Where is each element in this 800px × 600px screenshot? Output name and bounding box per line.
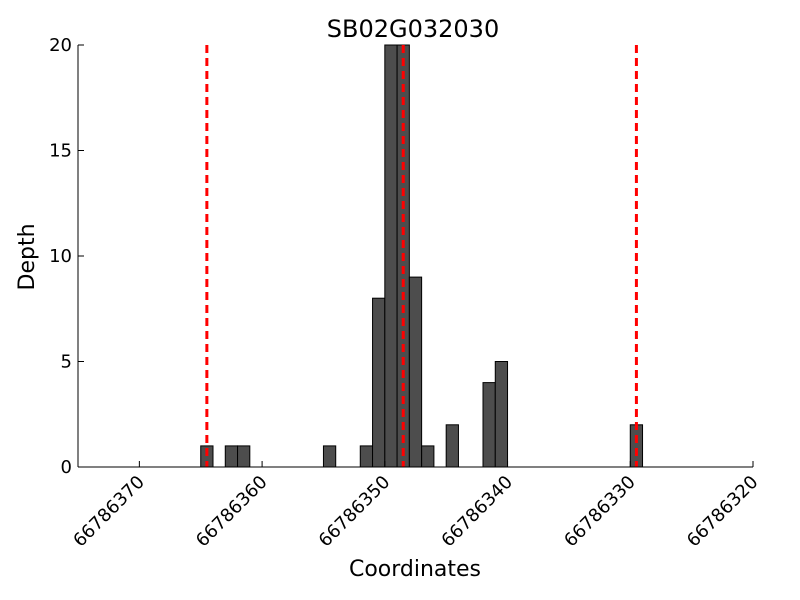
bar-12 xyxy=(494,361,509,468)
bars xyxy=(200,44,644,468)
x-tick-label: 66786340 xyxy=(437,472,517,552)
y-tick-label: 5 xyxy=(61,352,72,373)
y-tick-label: 15 xyxy=(49,141,72,162)
bar-10 xyxy=(445,424,459,468)
y-ticks: 0 5 10 15 20 xyxy=(49,35,84,478)
bar-6 xyxy=(384,44,398,468)
y-tick-label: 0 xyxy=(61,457,72,478)
y-tick-label: 10 xyxy=(49,246,72,267)
reference-lines xyxy=(205,45,638,467)
x-tick-label: 66786370 xyxy=(69,472,149,552)
bar-9 xyxy=(421,445,435,468)
bar-13 xyxy=(629,424,644,468)
chart-title: SB02G032030 xyxy=(327,15,499,43)
bar-1 xyxy=(224,445,239,468)
bar-3 xyxy=(322,445,337,468)
bar-8 xyxy=(408,276,423,468)
bar-2 xyxy=(237,445,251,468)
x-ticks: 66786370 66786360 66786350 66786340 66786330… xyxy=(69,461,763,552)
x-tick-label: 66786320 xyxy=(683,472,763,552)
y-axis-title: Depth xyxy=(15,223,40,290)
y-tick-label: 20 xyxy=(49,35,72,56)
bar-4 xyxy=(359,445,374,468)
x-tick-label: 66786330 xyxy=(560,472,640,552)
bar-11 xyxy=(482,382,496,468)
x-tick-label: 66786360 xyxy=(192,472,272,552)
x-axis-title: Coordinates xyxy=(349,557,481,582)
bar-5 xyxy=(372,297,386,468)
x-tick-label: 66786350 xyxy=(315,472,395,552)
